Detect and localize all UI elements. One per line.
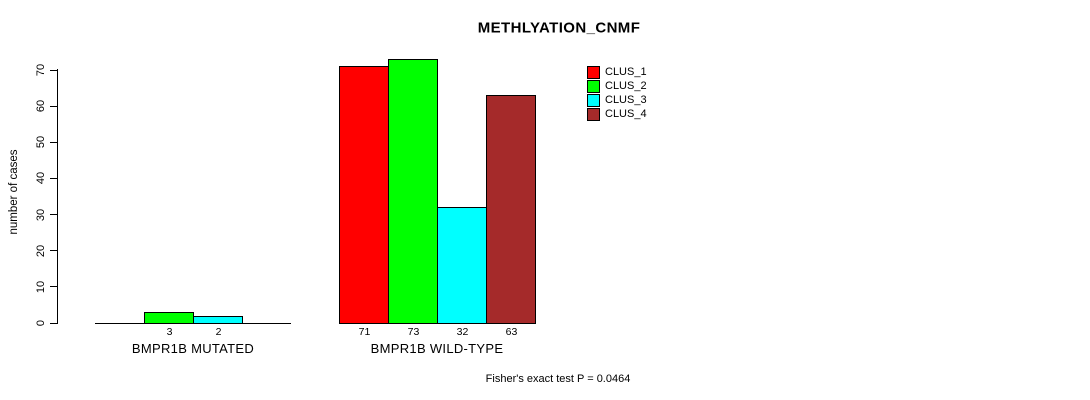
y-axis-tick [50,214,57,216]
bar-CLUS_2 [144,312,194,324]
bar-value-label: 3 [166,326,173,338]
y-axis-tick-label: 0 [35,319,47,327]
y-axis-tick-label: 40 [35,172,47,185]
fisher-test-annotation: Fisher's exact test P = 0.0464 [485,373,631,385]
bar-CLUS_2 [388,59,438,324]
y-axis-tick-label: 70 [35,63,47,77]
y-axis-line [57,69,58,324]
legend-label: CLUS_1 [605,65,647,78]
legend-swatch-CLUS_1 [587,65,600,79]
legend-swatch-CLUS_3 [587,93,600,107]
y-axis-tick-label: 50 [35,136,47,149]
group-label: BMPR1B WILD-TYPE [370,341,504,356]
legend-label: CLUS_2 [605,79,647,92]
y-axis-tick [50,141,57,143]
bar-value-label: 63 [505,326,518,338]
bar-value-label: 32 [456,326,469,338]
legend: CLUS_1 CLUS_2 CLUS_3 CLUS_4 [587,65,647,121]
group-label: BMPR1B MUTATED [131,341,255,356]
chart-title: METHLYATION_CNMF [477,19,641,37]
legend-item-CLUS_1: CLUS_1 [587,65,647,79]
legend-swatch-CLUS_4 [587,107,600,121]
legend-item-CLUS_3: CLUS_3 [587,93,647,107]
y-axis-title: number of cases [8,149,20,235]
legend-swatch-CLUS_2 [587,79,600,93]
legend-label: CLUS_4 [605,107,647,120]
bar-CLUS_1 [339,66,389,324]
y-axis-tick-label: 20 [35,244,47,257]
y-axis-tick [50,105,57,107]
y-axis-tick [50,177,57,179]
y-axis-tick [50,286,57,288]
y-axis-tick-label: 30 [35,208,47,221]
bar-value-label: 71 [358,326,371,338]
y-axis-tick [50,322,57,324]
bar-CLUS_3 [193,315,243,324]
legend-label: CLUS_3 [605,93,647,106]
legend-item-CLUS_2: CLUS_2 [587,79,647,93]
legend-item-CLUS_4: CLUS_4 [587,107,647,121]
bar-value-label: 2 [215,326,222,338]
y-axis-tick [50,69,57,71]
bar-CLUS_4 [486,95,536,324]
y-axis-tick-label: 60 [35,100,47,113]
y-axis-tick [50,250,57,252]
y-axis-tick-label: 10 [35,280,47,293]
bar-value-label: 73 [407,326,420,338]
bar-CLUS_3 [437,207,487,324]
